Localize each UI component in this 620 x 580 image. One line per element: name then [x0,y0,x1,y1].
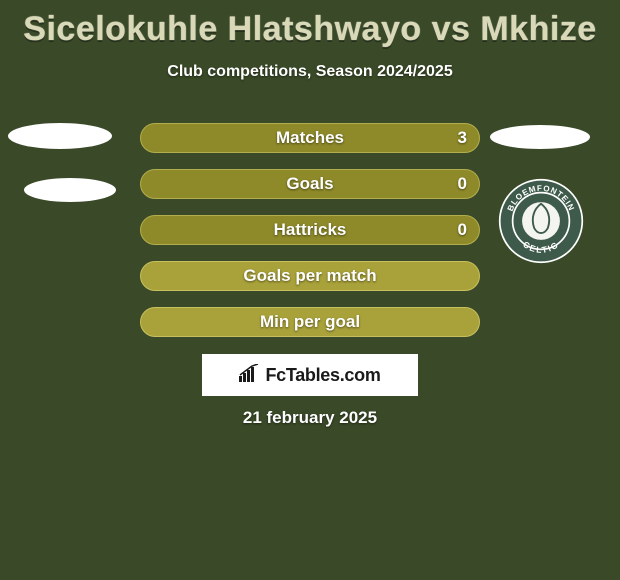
club-badge: BLOEMFONTEIN CELTIC [498,178,584,264]
comparison-card: Sicelokuhle Hlatshwayo vs Mkhize Club co… [0,0,620,580]
date-text: 21 february 2025 [0,408,620,428]
stat-label: Min per goal [141,312,479,332]
stat-row: Min per goal [0,307,620,337]
stat-bar: Goals per match [140,261,480,291]
player-silhouette [24,178,116,202]
stat-bar: Goals0 [140,169,480,199]
page-title: Sicelokuhle Hlatshwayo vs Mkhize [0,0,620,49]
fctables-label: FcTables.com [265,365,380,386]
stat-bar: Min per goal [140,307,480,337]
player-silhouette [8,123,112,149]
stat-label: Matches [141,128,479,148]
player-silhouette [490,125,590,149]
stat-bar: Matches3 [140,123,480,153]
stat-bar: Hattricks0 [140,215,480,245]
stat-label: Goals per match [141,266,479,286]
stat-row: Goals per match [0,261,620,291]
stat-label: Hattricks [141,220,479,240]
stat-label: Goals [141,174,479,194]
stat-value: 0 [458,220,467,240]
fctables-icon [239,364,261,387]
stat-value: 3 [458,128,467,148]
fctables-watermark: FcTables.com [202,354,418,396]
subtitle: Club competitions, Season 2024/2025 [0,63,620,81]
stat-value: 0 [458,174,467,194]
